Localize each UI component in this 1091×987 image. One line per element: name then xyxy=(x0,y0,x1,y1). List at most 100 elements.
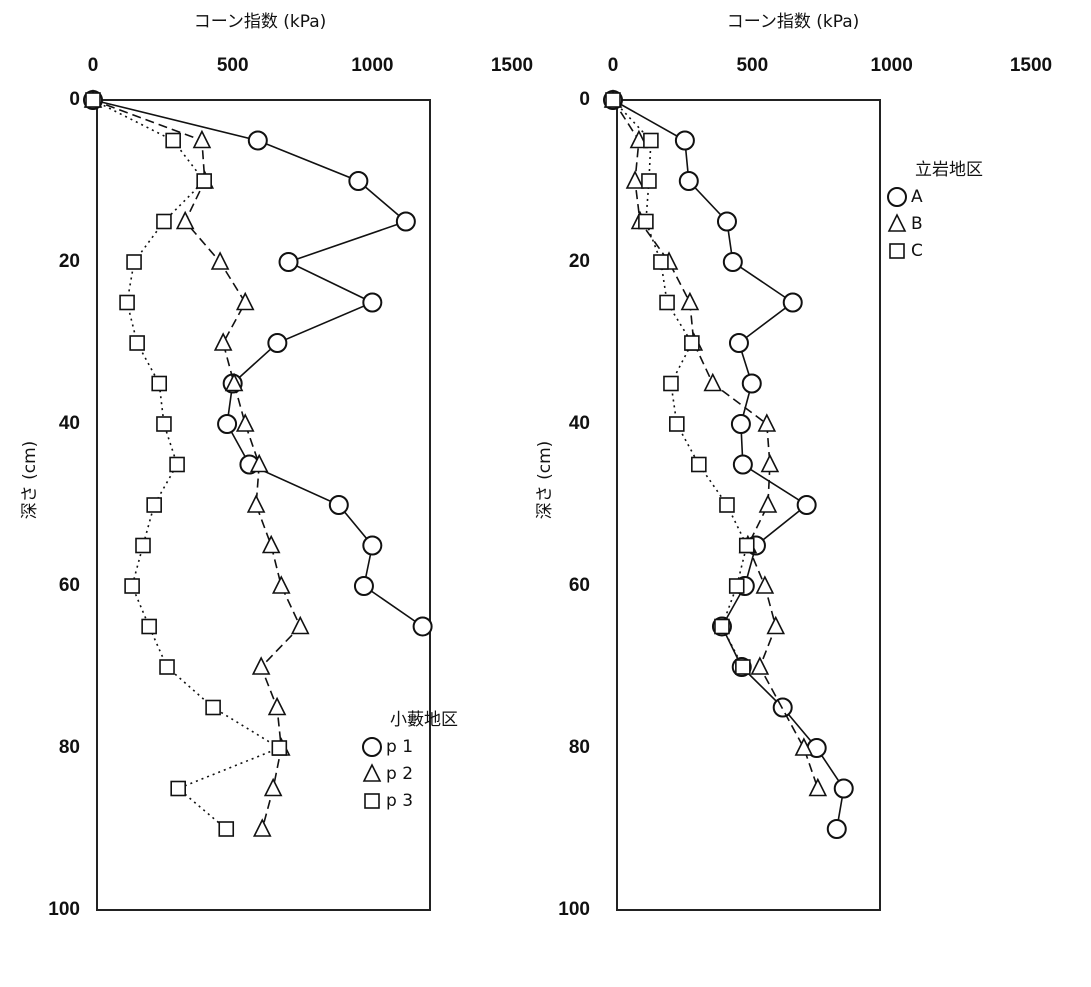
series-line xyxy=(92,99,302,830)
marker-circle xyxy=(278,252,299,272)
marker-triangle xyxy=(235,291,255,311)
marker-square xyxy=(159,659,175,675)
marker-square xyxy=(719,497,735,513)
x-tick-label: 1000 xyxy=(871,55,913,76)
y-tick-label: 20 xyxy=(59,251,80,272)
y-tick-label: 20 xyxy=(569,251,590,272)
marker-square xyxy=(124,578,140,594)
marker-circle xyxy=(782,292,803,313)
marker-triangle xyxy=(794,737,814,756)
marker-triangle xyxy=(703,372,723,392)
legend-marker xyxy=(889,243,905,259)
x-tick-label: 1500 xyxy=(491,55,533,76)
x-axis-title: コーン指数 (kPa) xyxy=(727,12,860,32)
legend-label: B xyxy=(911,214,923,234)
marker-triangle xyxy=(175,210,195,230)
marker-triangle xyxy=(766,615,786,635)
marker-square xyxy=(196,173,212,189)
marker-circle xyxy=(833,778,854,799)
marker-triangle xyxy=(263,777,283,797)
x-tick-label: 0 xyxy=(608,55,619,76)
marker-triangle xyxy=(213,332,233,351)
x-tick-label: 1000 xyxy=(351,55,393,76)
marker-triangle xyxy=(680,291,700,311)
marker-circle xyxy=(732,454,753,475)
legend-marker xyxy=(362,737,382,757)
marker-square xyxy=(605,92,621,108)
marker-square xyxy=(119,294,135,311)
series-line xyxy=(612,99,819,789)
marker-square xyxy=(271,740,288,756)
marker-triangle xyxy=(758,494,778,513)
marker-square xyxy=(641,173,657,189)
marker-triangle xyxy=(252,818,272,837)
marker-circle xyxy=(395,211,416,232)
marker-square xyxy=(638,213,654,230)
x-tick-label: 0 xyxy=(88,55,99,76)
marker-circle xyxy=(674,130,695,151)
marker-square xyxy=(85,92,101,108)
x-tick-label: 500 xyxy=(217,55,249,76)
marker-triangle xyxy=(760,453,780,473)
marker-square xyxy=(653,254,669,270)
marker-square xyxy=(663,375,679,392)
marker-circle xyxy=(328,495,349,515)
y-tick-label: 80 xyxy=(569,737,590,758)
marker-circle xyxy=(730,414,751,434)
marker-square xyxy=(218,821,235,837)
plot-frame xyxy=(616,99,881,911)
y-tick-label: 80 xyxy=(59,737,80,758)
y-tick-label: 60 xyxy=(59,575,80,596)
marker-circle xyxy=(353,576,374,596)
x-axis-title: コーン指数 (kPa) xyxy=(194,12,327,32)
legend-title: 立岩地区 xyxy=(915,160,983,180)
x-tick-label: 1500 xyxy=(1010,55,1052,76)
marker-square xyxy=(714,618,730,635)
y-tick-label: 60 xyxy=(569,575,590,596)
marker-triangle xyxy=(224,372,244,392)
y-tick-label: 0 xyxy=(69,89,80,110)
marker-triangle xyxy=(235,413,255,432)
marker-circle xyxy=(728,333,749,353)
marker-circle xyxy=(741,373,762,394)
marker-square xyxy=(156,213,172,230)
marker-square xyxy=(735,659,751,675)
marker-square xyxy=(165,132,181,149)
legend-label: p 3 xyxy=(386,791,413,811)
marker-square xyxy=(141,618,157,635)
marker-triangle xyxy=(290,615,310,635)
marker-square xyxy=(728,578,745,594)
marker-triangle xyxy=(625,170,645,189)
marker-square xyxy=(146,497,162,513)
legend-label: C xyxy=(911,241,923,261)
legend-label: A xyxy=(911,187,923,207)
marker-triangle xyxy=(192,129,212,149)
marker-triangle xyxy=(808,777,828,797)
series-line xyxy=(612,99,845,830)
marker-square xyxy=(129,335,145,351)
marker-triangle xyxy=(267,696,287,716)
marker-triangle xyxy=(750,656,770,675)
marker-square xyxy=(643,132,659,149)
plot-frame xyxy=(96,99,431,911)
marker-square xyxy=(151,375,168,392)
marker-circle xyxy=(348,171,369,191)
marker-square xyxy=(126,254,142,270)
marker-triangle xyxy=(246,494,266,513)
y-tick-label: 0 xyxy=(579,89,590,110)
marker-square xyxy=(205,699,221,716)
y-tick-label: 40 xyxy=(569,413,590,434)
y-axis-title: 深さ (cm) xyxy=(535,441,555,520)
marker-circle xyxy=(217,414,238,434)
legend-marker xyxy=(364,793,380,809)
marker-square xyxy=(156,416,172,432)
legend-label: p 2 xyxy=(386,764,413,784)
y-tick-label: 100 xyxy=(558,899,590,920)
y-axis-title: 深さ (cm) xyxy=(20,441,40,520)
marker-circle xyxy=(362,535,383,556)
marker-circle xyxy=(412,616,433,637)
marker-triangle xyxy=(249,453,269,473)
marker-circle xyxy=(267,333,288,353)
legend-label: p 1 xyxy=(386,737,413,757)
marker-triangle xyxy=(210,251,230,270)
